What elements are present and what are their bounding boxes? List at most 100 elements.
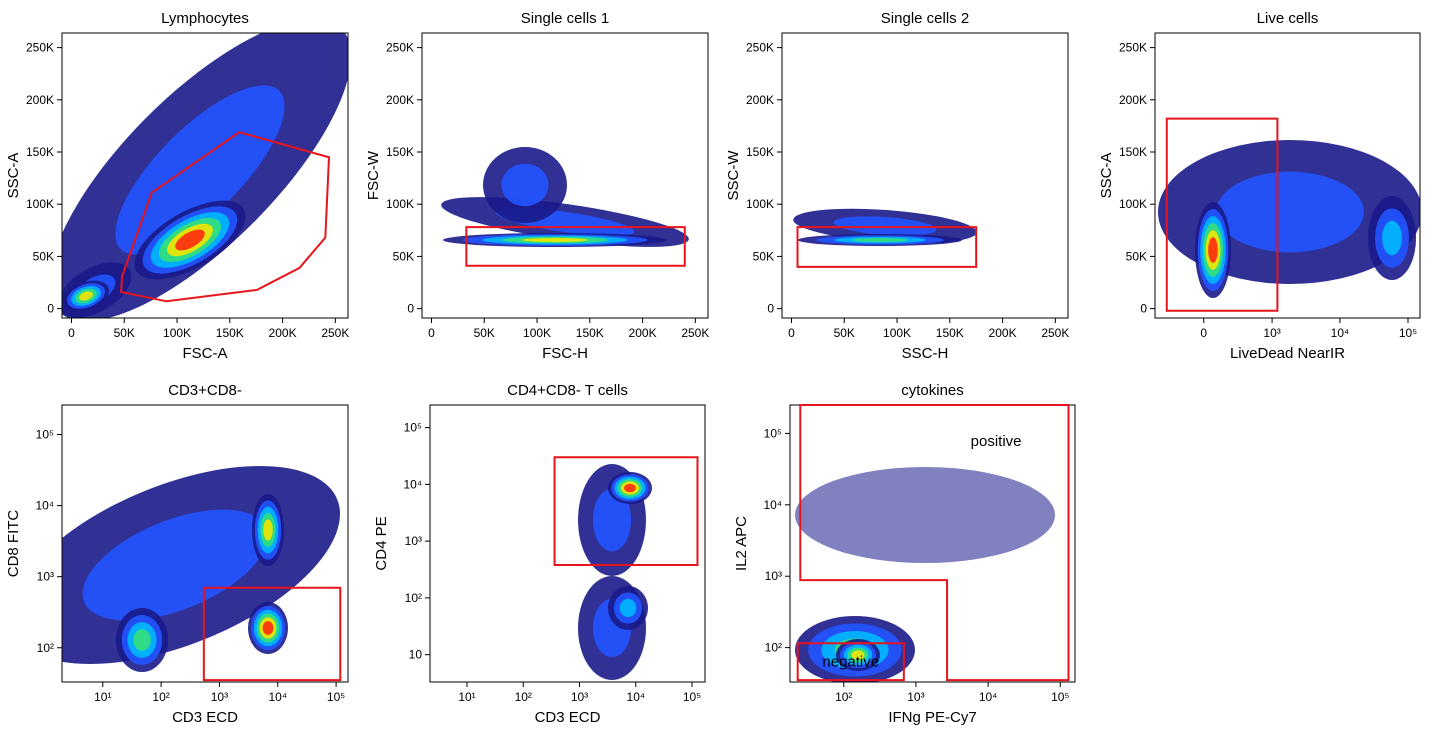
plot-frame <box>781 32 1069 319</box>
density-level <box>82 509 268 621</box>
panel-title: Live cells <box>1257 10 1319 27</box>
x-tick-label: 250K <box>321 326 349 340</box>
plot-frame <box>1154 32 1421 319</box>
y-tick-label: 100K <box>386 197 414 211</box>
x-axis-label: CD3 ECD <box>535 709 601 726</box>
x-tick-label: 250K <box>681 326 709 340</box>
y-tick-label: 10⁴ <box>403 477 422 491</box>
density-level <box>262 621 274 635</box>
x-tick-label: 10³ <box>211 690 228 704</box>
density-level <box>521 237 589 243</box>
y-tick-label: 50K <box>1126 249 1147 263</box>
x-axis-label: FSC-A <box>183 345 228 362</box>
x-tick-label: 10³ <box>907 690 924 704</box>
gate <box>796 226 978 268</box>
y-tick-label: 200K <box>1119 93 1147 107</box>
y-tick-label: 100K <box>746 197 774 211</box>
x-tick-label: 10³ <box>1263 326 1280 340</box>
density-level <box>1208 237 1218 263</box>
panel-title: Lymphocytes <box>161 10 249 27</box>
x-tick-label: 150K <box>216 326 244 340</box>
density-level <box>263 519 273 541</box>
y-tick-label: 150K <box>1119 145 1147 159</box>
y-axis-label: SSC-W <box>725 150 742 201</box>
y-tick-label: 250K <box>386 41 414 55</box>
plot-frame <box>421 32 709 319</box>
x-tick-label: 10⁵ <box>683 690 701 704</box>
y-tick-label: 10² <box>37 641 54 655</box>
x-tick-label: 10⁴ <box>269 690 288 704</box>
plot-frame <box>61 32 349 319</box>
density-level <box>852 237 908 243</box>
y-tick-label: 150K <box>26 145 54 159</box>
panel: Single cells 1 FSC-H FSC-W 0 50K 100K 150K 200K… <box>365 10 709 362</box>
density-cloud <box>1158 140 1420 298</box>
x-axis-label: FSC-H <box>542 345 588 362</box>
y-tick-label: 50K <box>753 249 774 263</box>
y-axis-label: FSC-W <box>365 150 382 200</box>
y-tick-label: 150K <box>386 145 414 159</box>
x-tick-label: 10⁴ <box>1331 326 1350 340</box>
y-axis-label: CD4 PE <box>373 516 390 570</box>
y-tick-label: 200K <box>746 93 774 107</box>
density-level <box>1216 171 1364 253</box>
density-cloud <box>441 147 689 247</box>
y-tick-label: 10² <box>405 591 422 605</box>
panel: Live cells LiveDead NearIR SSC-A 0 10³ 10⁴ 10⁵… <box>1098 10 1421 362</box>
y-tick-label: 0 <box>407 302 414 316</box>
density-level <box>624 483 636 493</box>
y-tick-label: 10 <box>409 648 423 662</box>
x-tick-label: 10¹ <box>94 690 111 704</box>
y-tick-label: 150K <box>746 145 774 159</box>
gate-label: positive <box>971 433 1022 450</box>
panel-title: cytokines <box>901 382 964 399</box>
x-tick-label: 50K <box>114 326 135 340</box>
density-level <box>592 488 632 552</box>
plot-frame <box>61 404 349 683</box>
y-axis-label: IL2 APC <box>733 516 750 571</box>
density-level <box>115 85 285 255</box>
y-tick-label: 10³ <box>765 569 782 583</box>
density-level <box>501 163 549 207</box>
y-tick-label: 0 <box>1140 302 1147 316</box>
y-tick-label: 10⁵ <box>764 426 782 440</box>
gate <box>1165 117 1279 312</box>
x-axis-label: IFNg PE-Cy7 <box>888 709 976 726</box>
density-level <box>79 291 93 301</box>
x-tick-label: 100K <box>523 326 551 340</box>
y-tick-label: 250K <box>746 41 774 55</box>
x-axis-label: SSC-H <box>902 345 949 362</box>
y-tick-label: 0 <box>767 302 774 316</box>
y-tick-label: 10⁵ <box>404 421 422 435</box>
y-tick-label: 10³ <box>37 570 54 584</box>
panel-title: CD4+CD8- T cells <box>507 382 628 399</box>
panel: CD3+CD8- CD3 ECD CD8 FITC 10¹ 10² 10³ 10⁴ 10⁵ 10… <box>5 382 349 726</box>
y-tick-label: 10⁵ <box>36 428 54 442</box>
density-level <box>795 467 1055 563</box>
x-axis-label: CD3 ECD <box>172 709 238 726</box>
x-tick-label: 0 <box>1200 326 1207 340</box>
x-tick-label: 250K <box>1041 326 1069 340</box>
y-axis-label: SSC-A <box>1098 153 1115 199</box>
x-tick-label: 10⁵ <box>1051 690 1069 704</box>
density-level <box>133 629 151 651</box>
panel: CD4+CD8- T cells CD3 ECD CD4 PE 10¹ 10² 10³ 10… <box>373 382 706 726</box>
panel-title: CD3+CD8- <box>168 382 242 399</box>
y-tick-label: 10⁴ <box>763 498 782 512</box>
x-tick-label: 150K <box>576 326 604 340</box>
x-tick-label: 100K <box>883 326 911 340</box>
gate <box>120 131 331 303</box>
x-tick-label: 100K <box>163 326 191 340</box>
y-axis-label: SSC-A <box>5 153 22 199</box>
x-tick-label: 200K <box>269 326 297 340</box>
y-tick-label: 250K <box>26 41 54 55</box>
y-tick-label: 250K <box>1119 41 1147 55</box>
density-cloud <box>795 467 1055 682</box>
x-tick-label: 10⁴ <box>979 690 998 704</box>
x-tick-label: 10⁵ <box>1399 326 1417 340</box>
gate-label: negative <box>822 654 879 671</box>
x-tick-label: 10⁴ <box>627 690 646 704</box>
y-tick-label: 100K <box>1119 197 1147 211</box>
